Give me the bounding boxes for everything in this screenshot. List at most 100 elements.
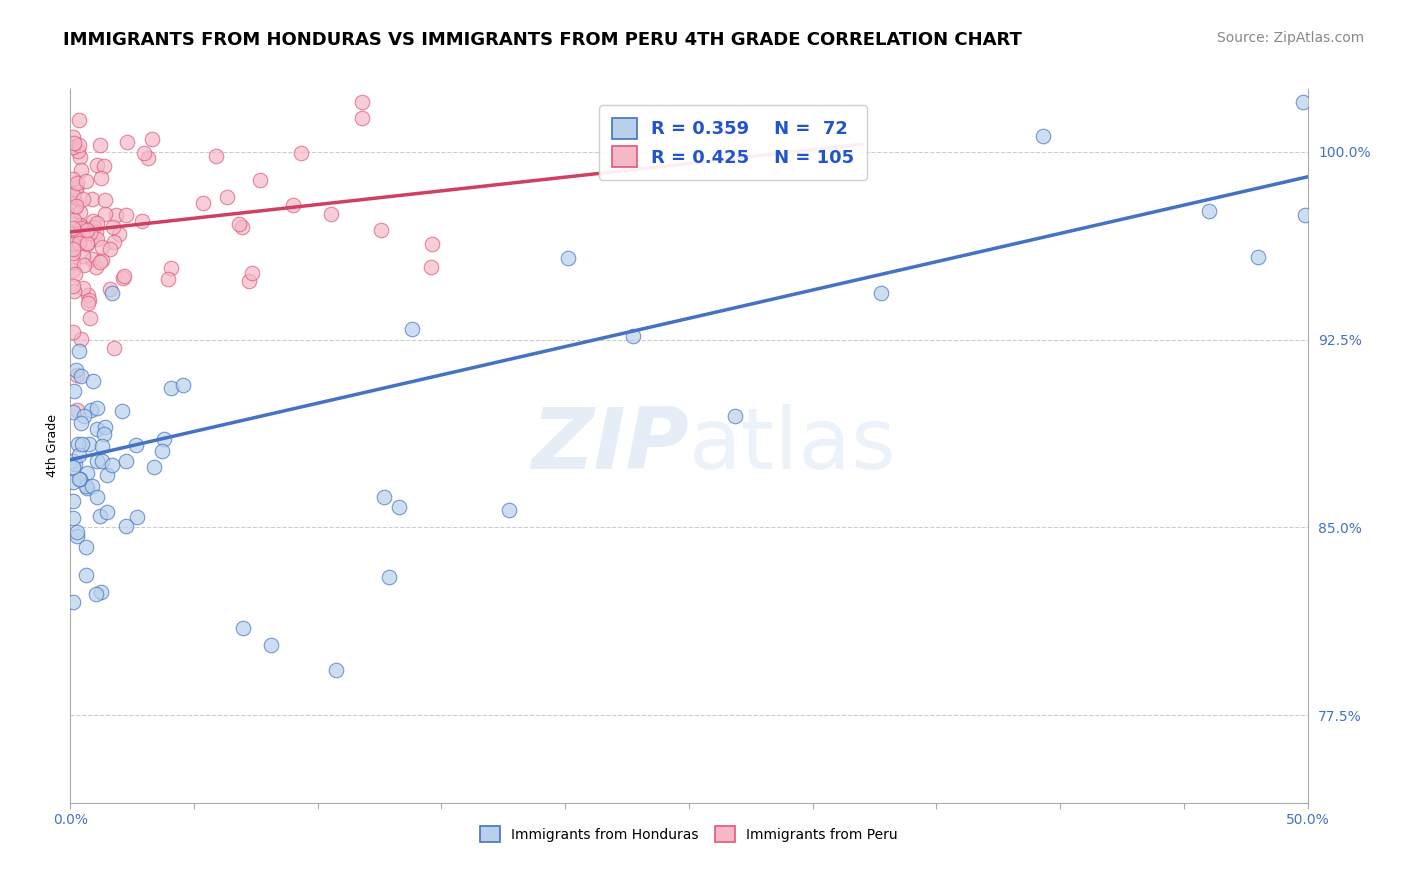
Point: [94, 420, 117, 434]
Point: [98, 242, 121, 256]
Point: [1032, 129, 1054, 144]
Point: [249, 173, 271, 187]
Point: [75, 479, 97, 493]
Point: [70, 436, 93, 450]
Point: [67, 343, 90, 358]
Point: [79, 227, 101, 241]
Point: [93, 159, 115, 173]
Point: [66, 368, 89, 383]
Point: [215, 190, 238, 204]
Point: [62, 194, 84, 209]
Point: [231, 220, 253, 235]
Point: [62, 325, 84, 339]
Point: [91, 253, 114, 268]
Point: [63, 212, 86, 227]
Point: [283, 198, 305, 212]
Point: [72, 192, 94, 206]
Point: [83, 219, 105, 234]
Point: [117, 136, 139, 150]
Point: [96, 468, 118, 483]
Point: [76, 296, 98, 310]
Point: [70, 416, 93, 430]
Point: [62, 405, 84, 419]
Point: [100, 285, 122, 300]
Point: [69, 472, 91, 486]
Point: [103, 220, 125, 235]
Point: [370, 223, 392, 237]
Point: [98, 282, 121, 296]
Text: atlas: atlas: [689, 404, 897, 488]
Point: [157, 271, 180, 285]
Point: [77, 437, 100, 451]
Point: [62, 454, 84, 468]
Point: [79, 310, 101, 325]
Point: [93, 193, 115, 207]
Point: [62, 255, 84, 269]
Point: [84, 587, 107, 601]
Point: [76, 223, 98, 237]
Point: [62, 129, 84, 144]
Point: [373, 491, 395, 505]
Point: [240, 266, 263, 280]
Point: [325, 663, 347, 677]
Point: [63, 284, 86, 298]
Point: [62, 235, 84, 250]
Point: [1294, 209, 1316, 223]
Point: [65, 196, 87, 211]
Point: [67, 144, 90, 158]
Text: IMMIGRANTS FROM HONDURAS VS IMMIGRANTS FROM PERU 4TH GRADE CORRELATION CHART: IMMIGRANTS FROM HONDURAS VS IMMIGRANTS F…: [63, 31, 1022, 49]
Text: Source: ZipAtlas.com: Source: ZipAtlas.com: [1216, 31, 1364, 45]
Point: [228, 218, 250, 232]
Point: [870, 286, 893, 301]
Point: [89, 137, 111, 152]
Point: [77, 287, 100, 301]
Point: [131, 214, 153, 228]
Point: [62, 595, 84, 609]
Point: [63, 458, 86, 472]
Point: [62, 221, 84, 235]
Point: [86, 158, 108, 172]
Point: [86, 453, 108, 467]
Point: [115, 519, 138, 533]
Point: [76, 235, 98, 250]
Point: [69, 218, 91, 232]
Point: [86, 260, 108, 274]
Point: [290, 146, 312, 161]
Point: [557, 252, 579, 266]
Point: [498, 503, 520, 517]
Point: [70, 227, 93, 241]
Point: [90, 171, 112, 186]
Point: [132, 146, 155, 161]
Point: [115, 454, 138, 468]
Point: [62, 242, 84, 256]
Point: [62, 203, 84, 218]
Point: [260, 638, 283, 652]
Point: [82, 479, 104, 493]
Point: [101, 458, 124, 472]
Point: [86, 491, 108, 505]
Point: [69, 368, 91, 383]
Point: [112, 271, 135, 285]
Point: [388, 500, 411, 514]
Point: [62, 171, 84, 186]
Point: [62, 475, 84, 490]
Point: [62, 460, 84, 475]
Point: [65, 182, 87, 196]
Point: [86, 422, 108, 436]
Point: [66, 524, 89, 539]
Point: [1247, 250, 1270, 264]
Point: [67, 236, 90, 251]
Point: [67, 112, 90, 127]
Point: [82, 192, 104, 206]
Point: [75, 540, 97, 554]
Point: [80, 402, 103, 417]
Point: [96, 505, 118, 519]
Point: [70, 219, 93, 234]
Point: [66, 176, 89, 190]
Point: [63, 384, 86, 398]
Point: [70, 332, 93, 346]
Point: [108, 227, 131, 241]
Point: [172, 377, 194, 392]
Point: [621, 328, 644, 343]
Point: [401, 321, 423, 335]
